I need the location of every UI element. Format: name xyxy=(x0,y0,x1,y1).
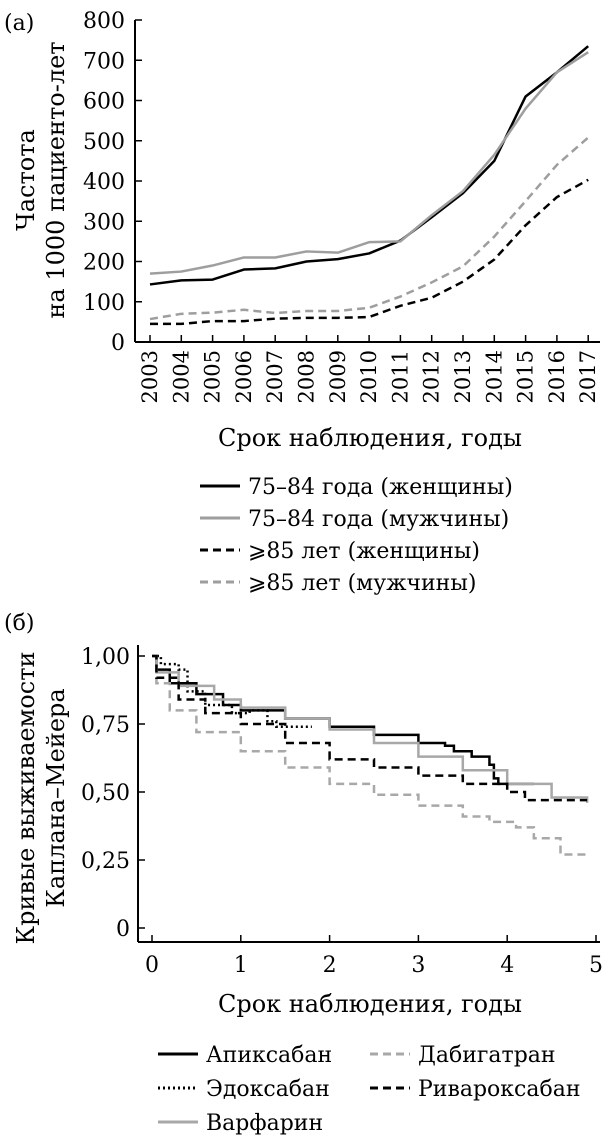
panel-b-legend: Апиксабан Дабигатран Эдоксабан Риварокса… xyxy=(158,1043,581,1136)
panel-b: (б) Кривые выживаемости Каплана–Мейера 0… xyxy=(4,611,603,1136)
panel-b-x-ticks: 0 1 2 3 4 5 xyxy=(145,935,603,978)
x-tick-label: 2008 xyxy=(295,350,319,403)
x-tick-label: 5 xyxy=(589,953,603,978)
y-tick-label: 0,75 xyxy=(81,713,130,738)
y-tick-label: 700 xyxy=(83,49,125,74)
series-line-a0 xyxy=(149,45,590,286)
panel-b-y-ticks: 0 0,25 0,50 0,75 1,00 xyxy=(81,645,145,942)
x-tick-label: 0 xyxy=(145,953,159,978)
series-line-a1 xyxy=(149,51,589,275)
legend-label-a0: 75–84 года (женщины) xyxy=(248,475,513,500)
panel-a-series xyxy=(149,45,590,326)
y-tick-label: 300 xyxy=(83,210,125,235)
y-tick-label: 100 xyxy=(83,291,125,316)
legend-label-b1: Эдоксабан xyxy=(206,1077,330,1102)
legend-label-b2: Варфарин xyxy=(206,1111,323,1136)
panel-a: (а) Частота на 1000 пациенто-лет 0 100 200… xyxy=(4,9,600,596)
series-line-b3 xyxy=(152,654,588,856)
y-tick-label: 500 xyxy=(83,130,125,155)
y-tick-label: 400 xyxy=(83,170,125,195)
panel-a-legend: 75–84 года (женщины) 75–84 года (мужчины… xyxy=(200,475,513,596)
series-line-a2 xyxy=(150,178,589,326)
series-line-b0 xyxy=(152,654,534,786)
panel-b-label: (б) xyxy=(4,611,34,636)
legend-label-b4: Ривароксабан xyxy=(418,1077,581,1102)
panel-b-ylabel-line2: Каплана–Мейера xyxy=(42,688,70,907)
y-tick-label: 0 xyxy=(111,331,125,356)
y-tick-label: 600 xyxy=(83,90,125,115)
series-line-a3 xyxy=(149,136,590,321)
x-tick-label: 2007 xyxy=(263,350,287,403)
x-tick-label: 2003 xyxy=(138,350,162,403)
x-tick-label: 2011 xyxy=(388,350,412,403)
panel-a-xlabel: Срок наблюдения, годы xyxy=(218,424,522,452)
y-tick-label: 800 xyxy=(83,9,125,34)
series-line-b4 xyxy=(152,654,588,802)
series-line-b2 xyxy=(152,654,589,803)
x-tick-label: 2005 xyxy=(201,350,225,403)
x-tick-label: 2009 xyxy=(326,350,350,403)
x-tick-label: 3 xyxy=(411,953,425,978)
legend-label-a3: ⩾85 лет (мужчины) xyxy=(248,571,476,596)
x-tick-label: 2 xyxy=(323,953,337,978)
y-tick-label: 1,00 xyxy=(81,645,130,670)
x-tick-label: 2006 xyxy=(232,350,256,403)
x-tick-label: 2004 xyxy=(169,350,193,403)
legend-label-b3: Дабигатран xyxy=(418,1043,556,1068)
y-tick-label: 200 xyxy=(83,251,125,276)
y-tick-label: 0,25 xyxy=(81,849,130,874)
panel-a-ylabel-line1: Частота xyxy=(12,129,40,231)
panel-a-x-ticks: 2003 2004 2005 2006 2007 2008 2009 2010 2011 2012… xyxy=(138,335,600,403)
panel-a-label: (а) xyxy=(4,11,34,36)
x-tick-label: 2014 xyxy=(482,350,506,403)
x-tick-label: 1 xyxy=(234,953,248,978)
legend-label-b0: Апиксабан xyxy=(206,1043,332,1068)
panel-a-ylabel-line2: на 1000 пациенто-лет xyxy=(42,41,70,318)
panel-b-series xyxy=(152,654,589,856)
panel-b-xlabel: Срок наблюдения, годы xyxy=(218,990,522,1018)
x-tick-label: 2016 xyxy=(545,350,569,403)
x-tick-label: 2017 xyxy=(576,350,600,403)
panel-b-ylabel-line1: Кривые выживаемости xyxy=(12,652,40,945)
x-tick-label: 2012 xyxy=(420,350,444,403)
x-tick-label: 2010 xyxy=(357,350,381,403)
y-tick-label: 0 xyxy=(116,917,130,942)
legend-label-a1: 75–84 года (мужчины) xyxy=(248,507,509,532)
panel-a-y-ticks: 0 100 200 300 400 500 600 700 800 xyxy=(83,9,142,356)
x-tick-label: 2015 xyxy=(514,350,538,403)
y-tick-label: 0,50 xyxy=(81,781,130,806)
x-tick-label: 4 xyxy=(500,953,514,978)
x-tick-label: 2013 xyxy=(451,350,475,403)
legend-label-a2: ⩾85 лет (женщины) xyxy=(248,539,480,564)
series-line-b1 xyxy=(152,654,312,728)
